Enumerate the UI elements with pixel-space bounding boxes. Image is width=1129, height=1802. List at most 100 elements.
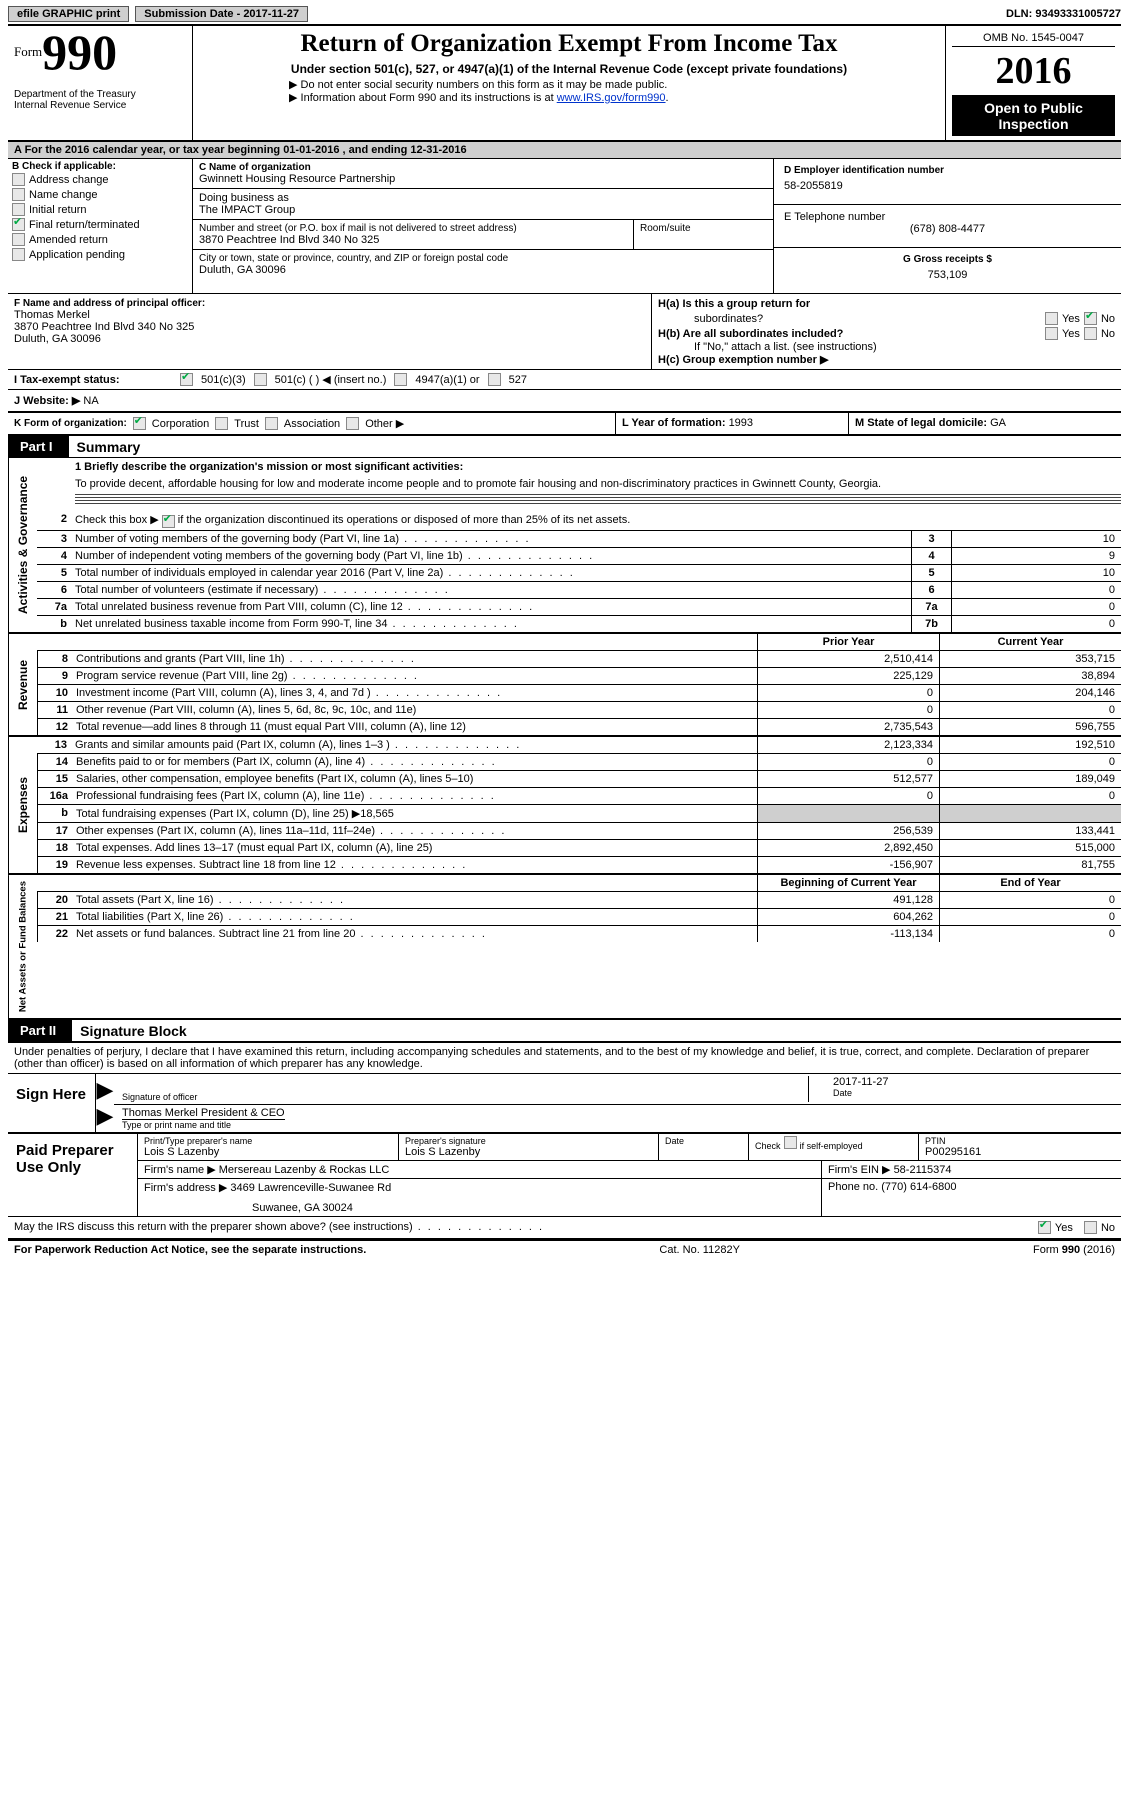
f-lbl: F Name and address of principal officer:: [14, 298, 205, 309]
exp-18: Total expenses. Add lines 13–17 (must eq…: [76, 842, 751, 854]
chk-discuss-no[interactable]: [1084, 1221, 1097, 1234]
section-f: F Name and address of principal officer:…: [8, 294, 651, 369]
i-lbl: I Tax-exempt status:: [14, 374, 172, 386]
part2-name: Signature Block: [72, 1023, 187, 1039]
arrow-note-2: ▶ Information about Form 990 and its ins…: [289, 91, 939, 104]
chk-4947[interactable]: [394, 373, 407, 386]
vtab-expenses: Expenses: [8, 737, 37, 873]
section-j: J Website: ▶ NA: [8, 389, 1121, 413]
ag-val-6: 0: [951, 581, 1121, 598]
ag-val-4: 9: [951, 547, 1121, 564]
dba-val: The IMPACT Group: [199, 204, 767, 216]
chk-address-change[interactable]: [12, 173, 25, 186]
open-public-1: Open to Public: [956, 100, 1111, 116]
chk-name-change[interactable]: [12, 188, 25, 201]
chk-hb-yes[interactable]: [1045, 327, 1058, 340]
ag-row-7b: Net unrelated business taxable income fr…: [75, 618, 905, 630]
irs-link[interactable]: www.IRS.gov/form990: [557, 92, 666, 104]
room-lbl: Room/suite: [640, 223, 767, 234]
discuss-row: May the IRS discuss this return with the…: [8, 1217, 1121, 1239]
arrow-note-1: ▶ Do not enter social security numbers o…: [289, 78, 939, 91]
chk-assoc[interactable]: [265, 417, 278, 430]
dept-treasury: Department of the Treasury: [14, 89, 186, 100]
mission-text: To provide decent, affordable housing fo…: [75, 478, 1115, 490]
chk-initial-return[interactable]: [12, 203, 25, 216]
firm-ein-val: 58-2115374: [894, 1164, 952, 1176]
officer-addr1: 3870 Peachtree Ind Blvd 340 No 325: [14, 321, 645, 333]
top-bar: efile GRAPHIC print Submission Date - 20…: [8, 6, 1121, 26]
chk-final-return[interactable]: [12, 218, 25, 231]
ag-row-6: Total number of volunteers (estimate if …: [75, 584, 905, 596]
na-21: Total liabilities (Part X, line 26): [76, 911, 751, 923]
efile-print-btn[interactable]: efile GRAPHIC print: [8, 6, 129, 22]
city-val: Duluth, GA 30096: [199, 264, 767, 276]
firm-addr-lbl: Firm's address ▶: [144, 1182, 227, 1194]
exp-16a: Professional fundraising fees (Part IX, …: [76, 790, 751, 802]
chk-527[interactable]: [488, 373, 501, 386]
firm-ein-lbl: Firm's EIN ▶: [828, 1164, 891, 1176]
ag-val-5: 10: [951, 564, 1121, 581]
gross-val: 753,109: [928, 269, 968, 281]
hdr-end: End of Year: [939, 875, 1121, 891]
b-header: B Check if applicable:: [12, 161, 188, 172]
exp-17: Other expenses (Part IX, column (A), lin…: [76, 825, 751, 837]
exp-16b-lbl: Total fundraising expenses (Part IX, col…: [76, 808, 360, 820]
irs: Internal Revenue Service: [14, 100, 186, 111]
part1-name: Summary: [69, 439, 141, 455]
ptin-lbl: PTIN: [925, 1136, 1115, 1146]
section-c: C Name of organization Gwinnett Housing …: [193, 159, 773, 293]
ein-lbl: D Employer identification number: [784, 165, 1111, 176]
chk-ha-no[interactable]: [1084, 312, 1097, 325]
ein-val: 58-2055819: [784, 180, 1111, 192]
part2-tag: Part II: [8, 1020, 72, 1041]
prep-sig-lbl: Preparer's signature: [405, 1136, 652, 1146]
part2-header: Part II Signature Block: [8, 1020, 1121, 1042]
vtab-netassets: Net Assets or Fund Balances: [8, 875, 37, 1018]
chk-ha-yes[interactable]: [1045, 312, 1058, 325]
form-header: Form 990 Department of the Treasury Inte…: [8, 26, 1121, 142]
chk-corp[interactable]: [133, 417, 146, 430]
chk-discuss-yes[interactable]: [1038, 1221, 1051, 1234]
footer: For Paperwork Reduction Act Notice, see …: [8, 1239, 1121, 1259]
ag-row-7a: Total unrelated business revenue from Pa…: [75, 601, 905, 613]
state-domicile: GA: [990, 417, 1006, 429]
firm-name-lbl: Firm's name ▶: [144, 1164, 216, 1176]
chk-self-employed[interactable]: [784, 1136, 797, 1149]
part1-tag: Part I: [8, 436, 69, 457]
l-lbl: L Year of formation:: [622, 417, 729, 429]
line-a-tax-year: A For the 2016 calendar year, or tax yea…: [8, 142, 1121, 159]
prep-name-val: Lois S Lazenby: [144, 1146, 392, 1158]
chk-hb-no[interactable]: [1084, 327, 1097, 340]
phone-val: (678) 808-4477: [784, 223, 1111, 235]
exp-16b-val: 18,565: [360, 808, 394, 820]
chk-application-pending[interactable]: [12, 248, 25, 261]
rev-10: Investment income (Part VIII, column (A)…: [76, 687, 751, 699]
prep-date-lbl: Date: [665, 1136, 742, 1146]
form-subtitle: Under section 501(c), 527, or 4947(a)(1)…: [199, 62, 939, 76]
sign-here: Sign Here: [8, 1074, 96, 1132]
open-public-2: Inspection: [956, 116, 1111, 132]
chk-amended[interactable]: [12, 233, 25, 246]
paid-preparer: Paid Preparer Use Only: [8, 1134, 138, 1216]
rev-8: Contributions and grants (Part VIII, lin…: [76, 653, 751, 665]
section-deg: D Employer identification number 58-2055…: [773, 159, 1121, 293]
chk-501c3[interactable]: [180, 373, 193, 386]
chk-501c[interactable]: [254, 373, 267, 386]
chk-discontinued[interactable]: [162, 515, 175, 528]
tax-year: 2016: [952, 47, 1115, 96]
ag-row-4: Number of independent voting members of …: [75, 550, 905, 562]
rev-11: Other revenue (Part VIII, column (A), li…: [76, 704, 751, 716]
officer-sign-name: Thomas Merkel President & CEO: [122, 1107, 285, 1119]
chk-other[interactable]: [346, 417, 359, 430]
street-val: 3870 Peachtree Ind Blvd 340 No 325: [199, 234, 627, 246]
prep-sig-val: Lois S Lazenby: [405, 1146, 652, 1158]
firm-addr-val: 3469 Lawrenceville-Suwanee Rd: [230, 1182, 391, 1194]
city-lbl: City or town, state or province, country…: [199, 253, 767, 264]
chk-trust[interactable]: [215, 417, 228, 430]
section-i: I Tax-exempt status: 501(c)(3) 501(c) ( …: [8, 369, 1121, 389]
dln: DLN: 93493331005727: [1006, 8, 1121, 20]
prep-name-lbl: Print/Type preparer's name: [144, 1136, 392, 1146]
section-b: B Check if applicable: Address change Na…: [8, 159, 193, 293]
ag-val-7a: 0: [951, 598, 1121, 615]
section-h: H(a) Is this a group return for subordin…: [651, 294, 1121, 369]
